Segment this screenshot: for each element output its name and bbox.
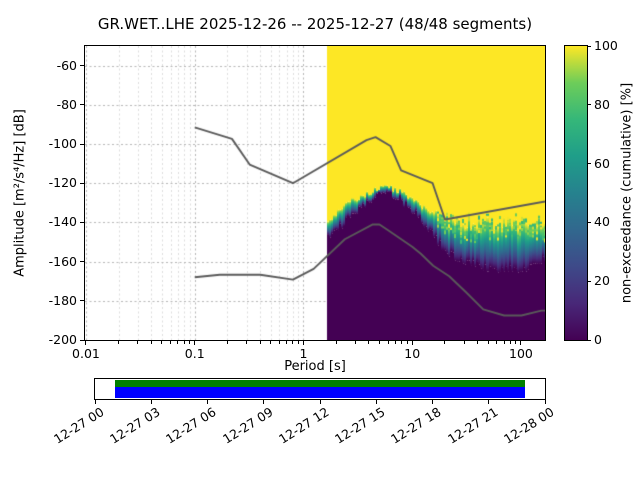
colorbar-tick-mark [587,221,591,223]
time-tick-mark [432,400,433,404]
x-minor-tick-mark [226,341,228,344]
plot-title: GR.WET..LHE 2025-12-26 -- 2025-12-27 (48… [97,15,533,33]
time-tick-label: 12-27 12 [275,404,332,447]
x-tick-mark [520,341,522,345]
time-tick-label: 12-27 06 [163,404,219,447]
x-minor-tick-mark [368,341,370,344]
x-minor-tick-mark [401,341,403,344]
time-tick-mark [375,400,377,404]
colorbar-tick-label: 40 [594,214,610,230]
x-minor-tick-mark [177,341,179,344]
colorbar-tick-label: 100 [594,38,618,53]
time-tick-mark [319,400,321,404]
x-minor-tick-mark [378,341,380,344]
colorbar-gradient [564,45,588,341]
x-tick-mark [194,341,196,345]
x-minor-tick-mark [189,341,191,344]
x-minor-tick-mark [509,341,511,344]
y-tick-mark [80,300,84,302]
time-tick-mark [207,400,208,404]
ppsd-heatmap [84,45,546,341]
x-tick-label: 10 [404,346,421,361]
time-tick-mark [94,400,96,404]
x-minor-tick-mark [354,341,356,344]
x-minor-tick-mark [150,341,152,344]
y-tick-label: -100 [48,136,77,151]
x-minor-tick-mark [270,341,272,344]
x-tick-label: 0.1 [184,346,205,361]
time-tick-label: 12-27 15 [332,404,388,447]
colorbar-tick-mark [587,45,591,47]
x-tick-mark [302,341,304,345]
x-tick-mark [411,341,413,345]
y-axis-label: Amplitude [m²/s⁴/Hz] [dB] [12,109,28,277]
x-minor-tick-mark [487,341,489,344]
x-tick-mark [85,341,87,345]
y-tick-mark [80,104,84,106]
x-minor-tick-mark [387,341,389,344]
colorbar-tick-label: 0 [594,332,602,347]
x-minor-tick-mark [286,341,288,344]
colorbar-label: non-exceedance (cumulative) [%] [619,82,635,304]
time-tick-label: 12-27 18 [388,404,444,447]
x-tick-label: 100 [509,346,533,361]
x-minor-tick-mark [259,341,261,344]
x-tick-label: 1 [299,346,308,361]
colorbar-tick-mark [587,280,591,282]
x-minor-tick-mark [170,341,172,344]
y-tick-label: -80 [56,96,77,112]
x-minor-tick-mark [503,341,505,344]
x-minor-tick-mark [297,341,299,344]
time-tick-label: 12-28 00 [500,404,557,447]
y-tick-mark [80,261,84,263]
colorbar-tick-mark [587,104,591,106]
time-tick-mark [150,400,152,404]
x-minor-tick-mark [118,341,120,344]
x-minor-tick-mark [394,341,396,344]
colorbar-tick-label: 60 [594,155,610,171]
time-tick-mark [488,400,490,404]
y-tick-mark [80,65,84,67]
x-tick-label: 0.01 [72,346,100,361]
colorbar-tick-label: 80 [594,96,610,112]
y-tick-label: -140 [48,214,77,230]
x-minor-tick-mark [463,341,465,344]
colorbar-tick-mark [587,163,591,165]
colorbar-tick-mark [587,339,591,341]
y-tick-label: -180 [48,292,77,308]
x-minor-tick-mark [292,341,294,344]
y-tick-mark [80,221,84,223]
y-tick-mark [80,182,84,184]
y-tick-label: -120 [48,175,77,191]
time-tick-label: 12-27 03 [107,404,163,447]
availability-bar [94,378,546,400]
x-minor-tick-mark [183,341,185,344]
availability-used-segment [115,380,525,387]
time-tick-mark [263,400,265,404]
x-minor-tick-mark [246,341,248,344]
x-minor-tick-mark [335,341,337,344]
y-tick-label: -60 [56,57,77,73]
x-minor-tick-mark [496,341,498,344]
time-tick-label: 12-27 09 [219,404,276,447]
time-tick-mark [544,400,546,404]
x-minor-tick-mark [477,341,479,344]
x-minor-tick-mark [406,341,408,344]
colorbar-tick-label: 20 [594,273,610,289]
x-minor-tick-mark [137,341,139,344]
y-tick-mark [80,143,84,145]
availability-data-segment [115,387,525,398]
x-minor-tick-mark [444,341,446,344]
y-tick-label: -200 [48,332,77,347]
y-tick-label: -160 [48,253,77,269]
x-axis-label: Period [s] [284,359,346,374]
x-minor-tick-mark [278,341,280,344]
x-minor-tick-mark [515,341,517,344]
x-minor-tick-mark [161,341,163,344]
time-tick-label: 12-27 00 [50,404,107,447]
time-tick-label: 12-27 21 [444,404,501,447]
y-tick-mark [80,339,84,341]
